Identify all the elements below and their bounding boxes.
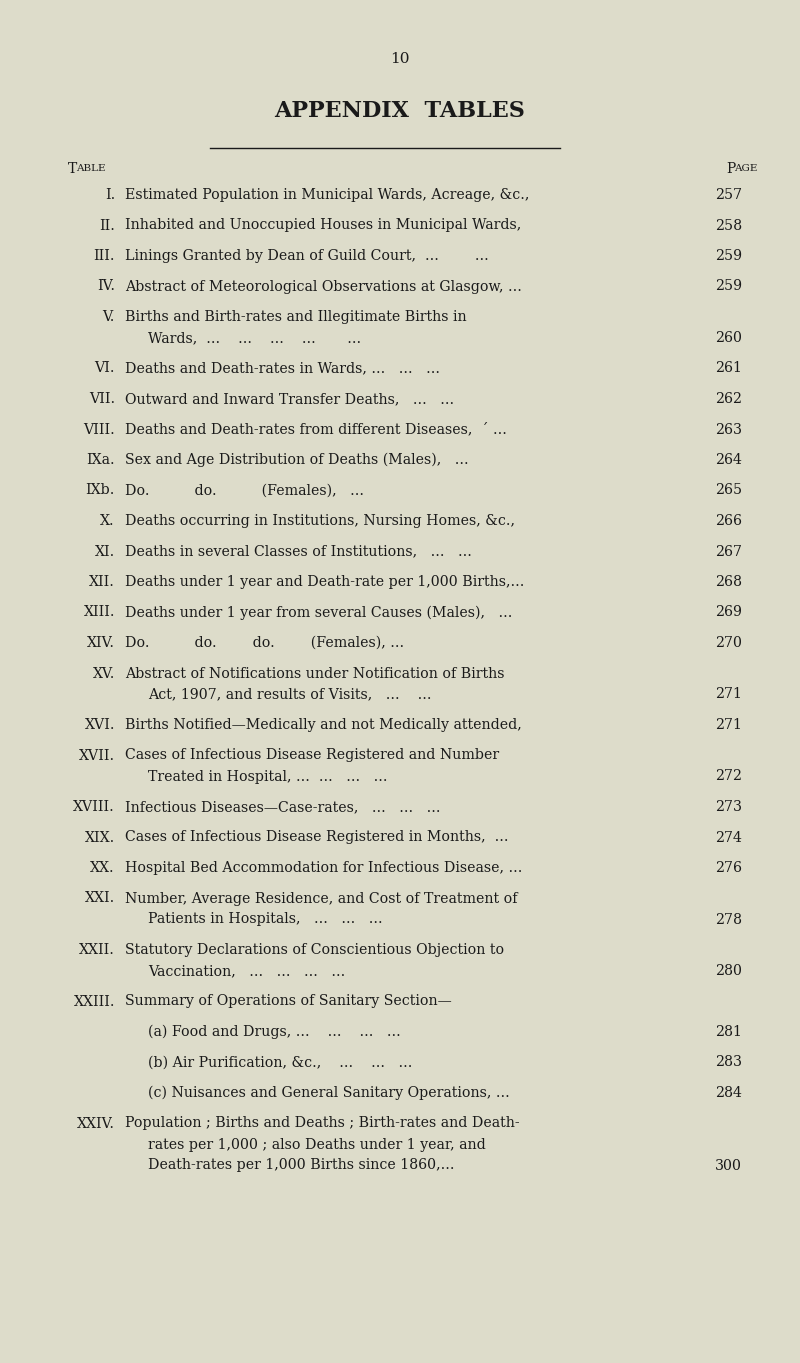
Text: Deaths under 1 year from several Causes (Males),   ...: Deaths under 1 year from several Causes … [125,605,512,620]
Text: 269: 269 [715,605,742,620]
Text: 266: 266 [715,514,742,527]
Text: XXIII.: XXIII. [74,995,115,1009]
Text: AGE: AGE [734,164,758,173]
Text: (b) Air Purification, &c.,    ...    ...   ...: (b) Air Purification, &c., ... ... ... [148,1055,412,1070]
Text: Deaths and Death-rates from different Diseases,  ´ ...: Deaths and Death-rates from different Di… [125,423,507,436]
Text: 268: 268 [715,575,742,589]
Text: Do.          do.          (Females),   ...: Do. do. (Females), ... [125,484,364,497]
Text: Infectious Diseases—Case-rates,   ...   ...   ...: Infectious Diseases—Case-rates, ... ... … [125,800,441,814]
Text: Outward and Inward Transfer Deaths,   ...   ...: Outward and Inward Transfer Deaths, ... … [125,393,454,406]
Text: 272: 272 [715,770,742,784]
Text: Number, Average Residence, and Cost of Treatment of: Number, Average Residence, and Cost of T… [125,891,518,905]
Text: 271: 271 [715,718,742,732]
Text: Summary of Operations of Sanitary Section—: Summary of Operations of Sanitary Sectio… [125,995,452,1009]
Text: IXb.: IXb. [86,484,115,497]
Text: 284: 284 [715,1086,742,1100]
Text: Deaths and Death-rates in Wards, ...   ...   ...: Deaths and Death-rates in Wards, ... ...… [125,361,440,375]
Text: XXI.: XXI. [85,891,115,905]
Text: XIV.: XIV. [87,637,115,650]
Text: Births Notified—Medically and not Medically attended,: Births Notified—Medically and not Medica… [125,718,522,732]
Text: 262: 262 [715,393,742,406]
Text: Death-rates per 1,000 Births since 1860,...: Death-rates per 1,000 Births since 1860,… [148,1159,454,1172]
Text: 271: 271 [715,687,742,702]
Text: Treated in Hospital, ...  ...   ...   ...: Treated in Hospital, ... ... ... ... [148,770,387,784]
Text: Wards,  ...    ...    ...    ...       ...: Wards, ... ... ... ... ... [148,331,361,345]
Text: II.: II. [99,218,115,233]
Text: XII.: XII. [89,575,115,589]
Text: 259: 259 [715,279,742,293]
Text: XXIV.: XXIV. [77,1116,115,1130]
Text: 263: 263 [715,423,742,436]
Text: APPENDIX  TABLES: APPENDIX TABLES [274,99,526,123]
Text: 265: 265 [715,484,742,497]
Text: Hospital Bed Accommodation for Infectious Disease, ...: Hospital Bed Accommodation for Infectiou… [125,861,522,875]
Text: 260: 260 [715,331,742,345]
Text: Births and Birth-rates and Illegitimate Births in: Births and Birth-rates and Illegitimate … [125,309,466,324]
Text: VII.: VII. [89,393,115,406]
Text: Linings Granted by Dean of Guild Court,  ...        ...: Linings Granted by Dean of Guild Court, … [125,249,489,263]
Text: Deaths under 1 year and Death-rate per 1,000 Births,...: Deaths under 1 year and Death-rate per 1… [125,575,524,589]
Text: 261: 261 [715,361,742,375]
Text: 258: 258 [715,218,742,233]
Text: III.: III. [94,249,115,263]
Text: XX.: XX. [90,861,115,875]
Text: Vaccination,   ...   ...   ...   ...: Vaccination, ... ... ... ... [148,964,346,979]
Text: P: P [726,162,735,176]
Text: Inhabited and Unoccupied Houses in Municipal Wards,: Inhabited and Unoccupied Houses in Munic… [125,218,522,233]
Text: 273: 273 [715,800,742,814]
Text: Cases of Infectious Disease Registered in Months,  ...: Cases of Infectious Disease Registered i… [125,830,509,845]
Text: XVII.: XVII. [79,748,115,762]
Text: 280: 280 [715,964,742,979]
Text: 267: 267 [715,544,742,559]
Text: 283: 283 [715,1055,742,1070]
Text: 281: 281 [715,1025,742,1039]
Text: XVI.: XVI. [85,718,115,732]
Text: Act, 1907, and results of Visits,   ...    ...: Act, 1907, and results of Visits, ... ..… [148,687,431,702]
Text: VIII.: VIII. [83,423,115,436]
Text: XIX.: XIX. [85,830,115,845]
Text: Abstract of Meteorological Observations at Glasgow, ...: Abstract of Meteorological Observations … [125,279,522,293]
Text: X.: X. [100,514,115,527]
Text: XI.: XI. [94,544,115,559]
Text: 257: 257 [715,188,742,202]
Text: IV.: IV. [97,279,115,293]
Text: VI.: VI. [94,361,115,375]
Text: ABLE: ABLE [76,164,106,173]
Text: Patients in Hospitals,   ...   ...   ...: Patients in Hospitals, ... ... ... [148,912,382,927]
Text: 259: 259 [715,249,742,263]
Text: 274: 274 [715,830,742,845]
Text: 10: 10 [390,52,410,65]
Text: T: T [68,162,78,176]
Text: XIII.: XIII. [83,605,115,620]
Text: 270: 270 [715,637,742,650]
Text: 276: 276 [715,861,742,875]
Text: XVIII.: XVIII. [74,800,115,814]
Text: Abstract of Notifications under Notification of Births: Abstract of Notifications under Notifica… [125,667,505,680]
Text: IXa.: IXa. [86,453,115,468]
Text: Population ; Births and Deaths ; Birth-rates and Death-: Population ; Births and Deaths ; Birth-r… [125,1116,520,1130]
Text: 278: 278 [715,912,742,927]
Text: Statutory Declarations of Conscientious Objection to: Statutory Declarations of Conscientious … [125,943,504,957]
Text: Estimated Population in Municipal Wards, Acreage, &c.,: Estimated Population in Municipal Wards,… [125,188,530,202]
Text: XXII.: XXII. [79,943,115,957]
Text: 264: 264 [715,453,742,468]
Text: (a) Food and Drugs, ...    ...    ...   ...: (a) Food and Drugs, ... ... ... ... [148,1025,401,1040]
Text: 300: 300 [715,1159,742,1172]
Text: Deaths in several Classes of Institutions,   ...   ...: Deaths in several Classes of Institution… [125,544,472,559]
Text: XV.: XV. [93,667,115,680]
Text: Deaths occurring in Institutions, Nursing Homes, &c.,: Deaths occurring in Institutions, Nursin… [125,514,515,527]
Text: V.: V. [102,309,115,324]
Text: I.: I. [105,188,115,202]
Text: (c) Nuisances and General Sanitary Operations, ...: (c) Nuisances and General Sanitary Opera… [148,1086,510,1100]
Text: Do.          do.        do.        (Females), ...: Do. do. do. (Females), ... [125,637,404,650]
Text: Cases of Infectious Disease Registered and Number: Cases of Infectious Disease Registered a… [125,748,499,762]
Text: Sex and Age Distribution of Deaths (Males),   ...: Sex and Age Distribution of Deaths (Male… [125,453,469,468]
Text: rates per 1,000 ; also Deaths under 1 year, and: rates per 1,000 ; also Deaths under 1 ye… [148,1138,486,1152]
